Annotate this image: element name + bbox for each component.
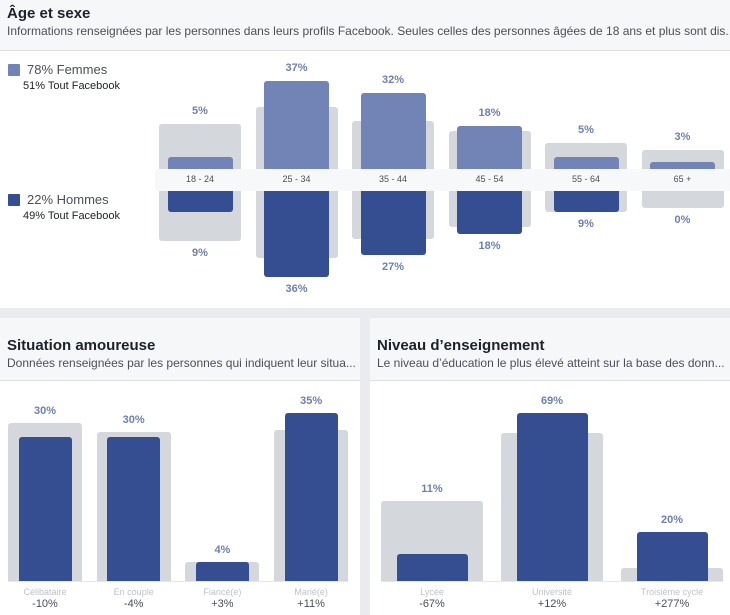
age-sex-subtitle: Informations renseignées par les personn…	[7, 24, 730, 38]
age-sex-header: Âge et sexe Informations renseignées par…	[0, 0, 730, 51]
women-value-label: 5%	[578, 123, 594, 136]
men-value-label: 9%	[578, 218, 594, 231]
delta-label: +11%	[297, 598, 325, 610]
category-label: Célibataire	[23, 587, 67, 597]
bar-value	[284, 413, 338, 581]
bar-value	[195, 561, 249, 581]
bar-women	[360, 92, 426, 173]
bar-women	[264, 80, 329, 173]
value-label: 30%	[33, 404, 57, 417]
women-swatch-icon	[8, 64, 20, 76]
age-tick-label: 18 - 24	[185, 174, 215, 184]
men-value-label: 9%	[192, 246, 208, 259]
value-label: 20%	[660, 514, 684, 527]
legend-men-label: 22% Hommes	[27, 192, 109, 207]
bar-men	[553, 187, 619, 213]
bar-value	[396, 554, 468, 581]
category-label: Lycée	[420, 587, 444, 597]
delta-label: +277%	[654, 598, 690, 610]
bar-men	[360, 187, 426, 256]
value-label: 35%	[300, 395, 323, 407]
value-label: 30%	[122, 414, 145, 427]
relationship-header: Situation amoureuse Données renseignées …	[0, 318, 360, 381]
delta-label: +12%	[537, 598, 567, 610]
category-label: Marié(e)	[294, 587, 328, 597]
category-label: Fiancé(e)	[203, 587, 242, 597]
age-tick-label: 65 +	[673, 174, 692, 184]
legend-women-label: 78% Femmes	[27, 62, 108, 77]
value-label: 69%	[540, 395, 564, 408]
women-value-label: 3%	[674, 130, 691, 143]
legend-women-baseline: 51% Tout Facebook	[23, 80, 121, 92]
age-tick-label: 55 - 64	[571, 174, 601, 184]
men-value-label: 0%	[674, 213, 691, 226]
age-tick-label: 35 - 44	[378, 174, 408, 184]
value-label: 11%	[421, 482, 443, 495]
delta-label: -10%	[32, 598, 58, 610]
chart-baseline	[381, 581, 723, 582]
bar-value	[636, 532, 708, 581]
bar-men	[167, 187, 233, 213]
category-label: En couple	[113, 587, 154, 597]
women-value-label: 18%	[478, 107, 501, 120]
relationship-title: Situation amoureuse	[7, 337, 156, 354]
relationship-panel: Situation amoureuse Données renseignées …	[0, 318, 360, 615]
delta-label: +3%	[211, 598, 234, 610]
delta-label: -67%	[419, 598, 445, 610]
category-label: Université	[531, 587, 572, 597]
men-value-label: 36%	[285, 282, 308, 295]
bar-women	[650, 161, 715, 173]
age-sex-title: Âge et sexe	[7, 5, 91, 22]
category-label: Troisième cycle	[640, 587, 704, 597]
relationship-subtitle: Données renseignées par les personnes qu…	[7, 356, 356, 370]
men-value-label: 18%	[478, 239, 501, 252]
women-value-label: 37%	[285, 61, 308, 74]
bar-value	[18, 437, 72, 581]
men-value-label: 27%	[381, 261, 405, 274]
bar-value	[516, 413, 588, 581]
age-tick-label: 25 - 34	[282, 174, 311, 184]
bar-men	[457, 187, 522, 234]
bar-men	[264, 187, 329, 277]
men-swatch-icon	[8, 194, 20, 206]
age-sex-panel: Âge et sexe Informations renseignées par…	[0, 0, 730, 308]
bar-value	[107, 437, 161, 581]
education-panel: Niveau d’enseignement Le niveau d’éducat…	[370, 318, 730, 615]
age-band	[155, 169, 730, 191]
women-value-label: 5%	[192, 104, 208, 117]
education-title: Niveau d’enseignement	[377, 337, 545, 354]
women-value-label: 32%	[381, 73, 405, 86]
age-tick-label: 45 - 54	[475, 174, 504, 184]
education-header: Niveau d’enseignement Le niveau d’éducat…	[370, 318, 730, 381]
bar-women	[457, 126, 522, 173]
delta-label: -4%	[123, 598, 144, 610]
chart-baseline	[8, 581, 349, 582]
legend-men-baseline: 49% Tout Facebook	[23, 210, 121, 222]
education-subtitle: Le niveau d’éducation le plus élevé atte…	[377, 356, 725, 370]
value-label: 4%	[214, 543, 231, 556]
